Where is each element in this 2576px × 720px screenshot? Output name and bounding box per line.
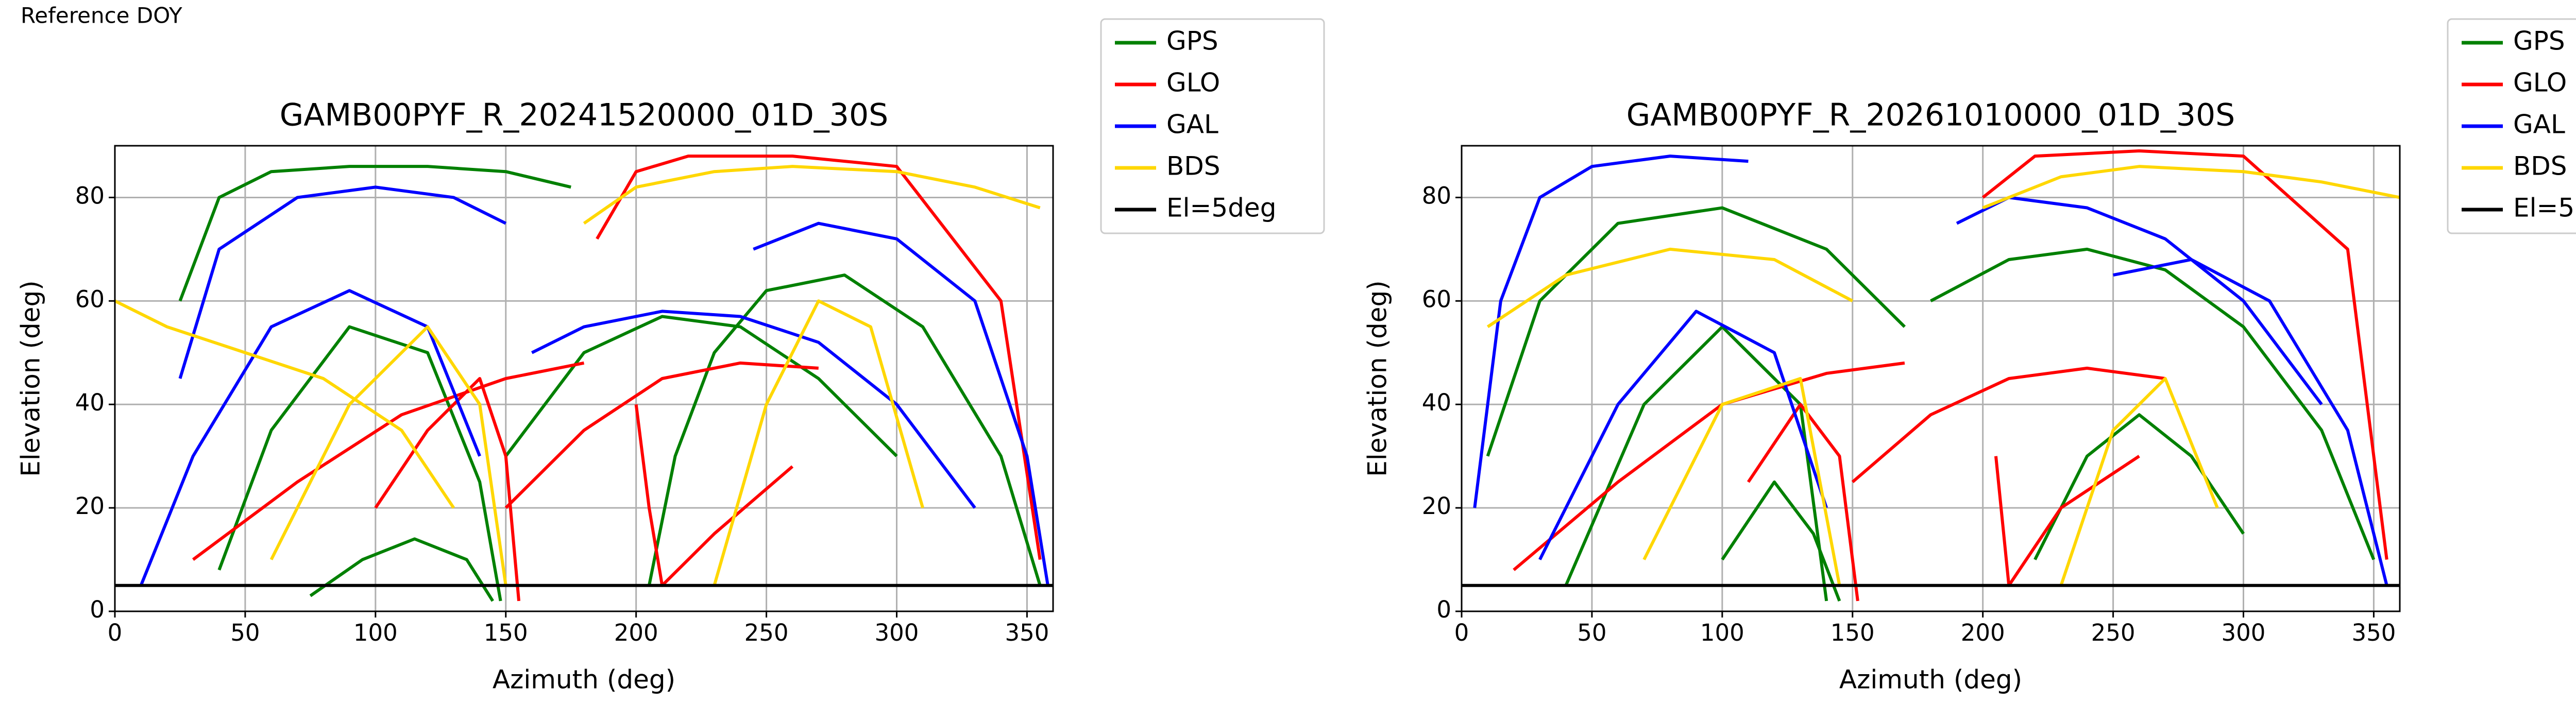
track	[1642, 377, 1841, 586]
legend-label: GLO	[1166, 68, 1220, 98]
track	[115, 299, 455, 509]
y-tick-label: 0	[90, 596, 105, 623]
legend-label: BDS	[2513, 151, 2567, 181]
track	[504, 315, 898, 457]
y-tick-label: 20	[1422, 492, 1451, 520]
legend-label: GAL	[2513, 110, 2565, 140]
legend-label: GLO	[2513, 68, 2567, 98]
track	[583, 165, 1041, 225]
y-axis-label: Elevation (deg)	[16, 280, 46, 476]
x-tick-label: 50	[1577, 619, 1606, 646]
y-tick-label: 40	[75, 389, 105, 416]
legend-box	[1100, 18, 1325, 234]
legend-label: BDS	[1166, 151, 1221, 181]
track	[178, 185, 507, 379]
track	[634, 404, 794, 587]
legend-label: El=5deg	[1166, 193, 1276, 223]
x-tick-label: 0	[1454, 619, 1469, 646]
y-tick-label: 60	[75, 285, 105, 313]
x-tick-label: 300	[875, 619, 919, 646]
legend-label: GPS	[2513, 26, 2565, 56]
x-axis-label: Azimuth (deg)	[493, 665, 675, 695]
track	[192, 361, 585, 561]
track	[1981, 149, 2388, 560]
track	[217, 325, 502, 602]
x-tick-label: 350	[1005, 619, 1049, 646]
track	[2033, 413, 2245, 560]
y-tick-label: 80	[1422, 182, 1451, 209]
track	[178, 165, 571, 302]
x-tick-label: 250	[2091, 619, 2136, 646]
x-tick-label: 100	[353, 619, 398, 646]
track	[1994, 455, 2140, 587]
track	[1486, 247, 1854, 329]
x-tick-label: 250	[744, 619, 789, 646]
x-tick-label: 350	[2351, 619, 2396, 646]
track	[2112, 258, 2388, 586]
legend-box	[2447, 18, 2576, 234]
figure-text: Reference DOY	[21, 3, 182, 28]
track	[1747, 403, 1859, 602]
track	[139, 289, 481, 586]
y-tick-label: 60	[1422, 285, 1451, 313]
x-tick-label: 150	[484, 619, 528, 646]
track	[374, 377, 521, 602]
x-axis-label: Azimuth (deg)	[1839, 665, 2022, 695]
track	[1486, 206, 1906, 457]
track	[648, 273, 1042, 586]
legend-label: GAL	[1166, 110, 1218, 140]
track	[1851, 366, 2166, 484]
x-tick-label: 300	[2222, 619, 2266, 646]
y-tick-label: 80	[75, 182, 105, 209]
legend-label: El=5deg	[2513, 193, 2576, 223]
track	[1564, 325, 1828, 602]
track	[269, 325, 507, 586]
x-tick-label: 200	[614, 619, 658, 646]
track	[1513, 361, 1905, 571]
track	[309, 537, 494, 602]
x-tick-label: 50	[230, 619, 260, 646]
axes-frame	[114, 145, 1054, 612]
x-tick-label: 100	[1700, 619, 1744, 646]
track	[531, 310, 976, 509]
track	[1473, 155, 1749, 508]
track	[596, 155, 1042, 560]
track	[1930, 247, 2376, 560]
track	[2059, 377, 2219, 586]
y-tick-label: 0	[1436, 596, 1451, 623]
x-tick-label: 200	[1961, 619, 2005, 646]
track	[1982, 165, 2400, 210]
track	[713, 299, 924, 586]
chart-title: GAMB00PYF_R_20261010000_01D_30S	[1626, 97, 2235, 133]
track	[504, 361, 819, 509]
axes-frame	[1461, 145, 2401, 612]
x-tick-label: 0	[108, 619, 123, 646]
track	[1721, 480, 1841, 602]
x-tick-label: 150	[1831, 619, 1875, 646]
y-tick-label: 20	[75, 492, 105, 520]
y-axis-label: Elevation (deg)	[1363, 280, 1393, 476]
track	[1538, 310, 1828, 560]
track	[753, 221, 1049, 586]
legend-label: GPS	[1166, 26, 1218, 56]
chart-title: GAMB00PYF_R_20241520000_01D_30S	[280, 97, 888, 133]
y-tick-label: 40	[1422, 389, 1451, 416]
